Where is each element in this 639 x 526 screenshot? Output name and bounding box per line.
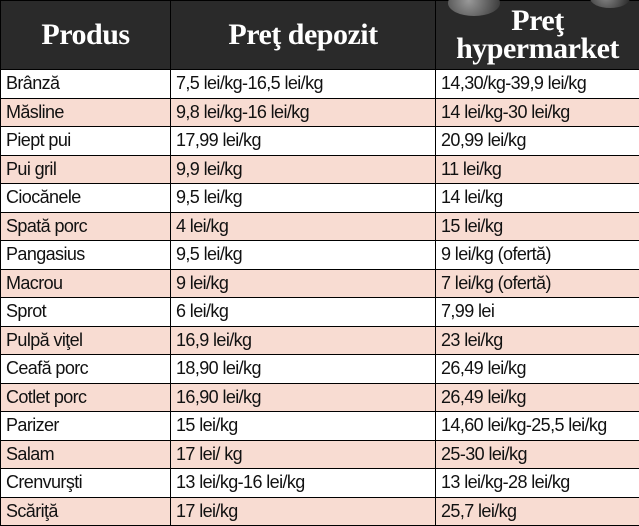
table-cell: 9,5 lei/kg xyxy=(171,241,436,270)
table-cell: 7,99 lei xyxy=(436,298,639,327)
table-cell: 23 lei/kg xyxy=(436,326,639,355)
table-cell: 26,49 lei/kg xyxy=(436,355,639,384)
table-cell: 9,5 lei/kg xyxy=(171,184,436,213)
table-cell: Măsline xyxy=(1,98,171,127)
table-cell: Sprot xyxy=(1,298,171,327)
table-cell: Pui gril xyxy=(1,155,171,184)
table-cell: Crenvurşti xyxy=(1,469,171,498)
table-cell: 14,60 lei/kg-25,5 lei/kg xyxy=(436,412,639,441)
table-cell: 15 lei/kg xyxy=(171,412,436,441)
table-cell: 25-30 lei/kg xyxy=(436,440,639,469)
table-cell: 26,49 lei/kg xyxy=(436,383,639,412)
table-cell: Cotlet porc xyxy=(1,383,171,412)
table-cell: 18,90 lei/kg xyxy=(171,355,436,384)
table-cell: 9,9 lei/kg xyxy=(171,155,436,184)
table-cell: 17 lei/ kg xyxy=(171,440,436,469)
table-cell: 17,99 lei/kg xyxy=(171,127,436,156)
header-cell: Produs xyxy=(1,1,171,70)
table-cell: 16,9 lei/kg xyxy=(171,326,436,355)
table-cell: 11 lei/kg xyxy=(436,155,639,184)
table-cell: Pangasius xyxy=(1,241,171,270)
table-cell: 14 lei/kg-30 lei/kg xyxy=(436,98,639,127)
table-cell: 15 lei/kg xyxy=(436,212,639,241)
table-cell: 6 lei/kg xyxy=(171,298,436,327)
table-cell: 25,7 lei/kg xyxy=(436,497,639,526)
table-cell: 20,99 lei/kg xyxy=(436,127,639,156)
table-cell: 14 lei/kg xyxy=(436,184,639,213)
table-cell: Salam xyxy=(1,440,171,469)
table-cell: Macrou xyxy=(1,269,171,298)
table-cell: 13 lei/kg-16 lei/kg xyxy=(171,469,436,498)
table-cell: 7 lei/kg (ofertă) xyxy=(436,269,639,298)
table-cell: 9 lei/kg (ofertă) xyxy=(436,241,639,270)
table-cell: 7,5 lei/kg-16,5 lei/kg xyxy=(171,70,436,99)
table-cell: Piept pui xyxy=(1,127,171,156)
table-cell: 9 lei/kg xyxy=(171,269,436,298)
table-cell: 4 lei/kg xyxy=(171,212,436,241)
table-cell: 16,90 lei/kg xyxy=(171,383,436,412)
table-cell: Pulpă viţel xyxy=(1,326,171,355)
header-cell: Preţ depozit xyxy=(171,1,436,70)
table-cell: Parizer xyxy=(1,412,171,441)
table-cell: 17 lei/kg xyxy=(171,497,436,526)
table-cell: 9,8 lei/kg-16 lei/kg xyxy=(171,98,436,127)
table-cell: Ciocănele xyxy=(1,184,171,213)
table-cell: Ceafă porc xyxy=(1,355,171,384)
table-cell: 14,30/kg-39,9 lei/kg xyxy=(436,70,639,99)
table-cell: 13 lei/kg-28 lei/kg xyxy=(436,469,639,498)
table-cell: Spată porc xyxy=(1,212,171,241)
table-cell: Scăriţă xyxy=(1,497,171,526)
table-cell: Brânză xyxy=(1,70,171,99)
